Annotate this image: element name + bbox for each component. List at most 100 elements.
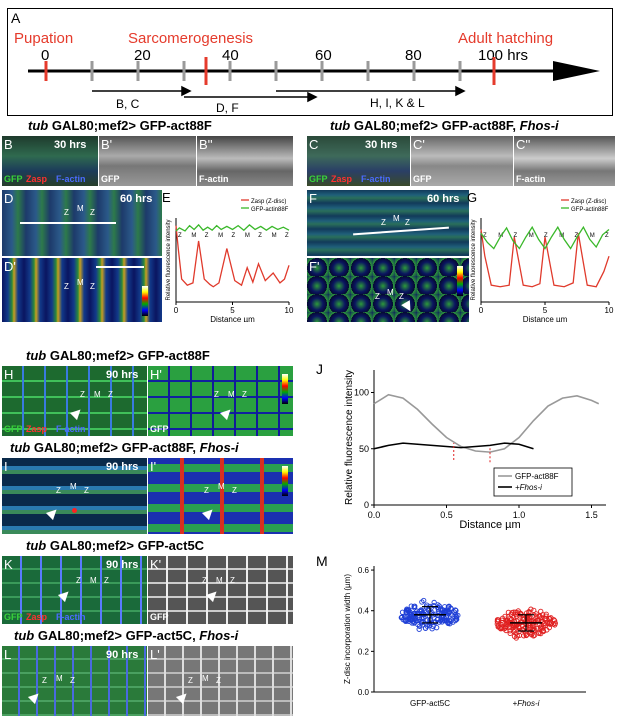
scatter-point	[431, 599, 437, 606]
scatter-point	[530, 633, 537, 639]
panel-h-ch-gfp: GFP	[4, 424, 23, 434]
x-tick-label: 0.5	[440, 510, 453, 520]
red-bands	[148, 458, 293, 534]
mark-m: M	[387, 288, 394, 297]
scatter-point	[507, 630, 513, 637]
series-line-0	[480, 229, 610, 288]
mark-z: Z	[405, 218, 410, 227]
cell-grid	[148, 556, 293, 624]
scatter-point	[419, 599, 425, 605]
panel-b2-label: B''	[199, 137, 213, 152]
mark-z: Z	[64, 208, 69, 217]
band-label: Z	[605, 233, 609, 239]
scatter-point	[516, 623, 522, 630]
scatter-point	[535, 625, 541, 632]
mark-m: M	[216, 576, 223, 585]
scatter-point	[546, 625, 552, 631]
tick-label-20: 20	[134, 47, 151, 64]
scatter-point	[529, 627, 535, 633]
y-axis-label: Relative fluorescence intensity	[471, 219, 477, 300]
scatter-point	[419, 608, 425, 614]
x-tick-label: 1.0	[513, 510, 526, 520]
line-scan-f	[353, 226, 449, 236]
mark-m: M	[228, 390, 235, 399]
scatter-point	[524, 614, 531, 621]
mark-z: Z	[232, 486, 237, 495]
chart-panel-label: J	[316, 361, 323, 377]
band-label: M	[529, 233, 534, 239]
mark-m: M	[94, 390, 101, 399]
panel-l1-image: L' Z M Z	[148, 646, 293, 716]
mark-z: Z	[188, 676, 193, 685]
scatter-point	[407, 609, 413, 615]
panel-c-ch-zasp: Zasp	[331, 174, 353, 184]
title-fhos: Fhos-i	[519, 118, 559, 133]
scatter-point	[497, 622, 503, 628]
panel-d-time: 60 hrs	[120, 193, 153, 205]
title-rest: GAL80;mef2> GFP-act88F,	[30, 440, 200, 455]
heat-dots	[307, 258, 469, 322]
chart-panel-label: E	[162, 190, 171, 205]
panel-i-image: I 90 hrs Z M Z	[2, 458, 147, 534]
scatter-point	[501, 626, 507, 632]
mark-z: Z	[108, 390, 113, 399]
mark-z: Z	[242, 390, 247, 399]
legend-label-1: +Fhos-i	[515, 483, 542, 492]
panel-h-label: H	[4, 367, 14, 382]
panel-c-label: C	[309, 137, 319, 152]
lut-scale-bar	[142, 286, 148, 316]
scatter-point	[436, 603, 442, 609]
cell-grid	[2, 556, 147, 624]
title-rest: GAL80;mef2> GFP-act5C	[46, 538, 205, 553]
arrow-label-df: D, F	[216, 101, 239, 115]
mark-z: Z	[80, 390, 85, 399]
mark-z: Z	[76, 576, 81, 585]
scatter-point	[532, 627, 538, 633]
mark-m: M	[218, 482, 225, 491]
panel-c-ch-factin: F-actin	[361, 174, 391, 184]
band-label: Z	[544, 233, 548, 239]
scatter-point	[408, 603, 414, 609]
timeline-box: A Pupation Sarcomerogenesis Adult hatchi…	[7, 8, 613, 116]
legend-label-1: GFP-actin88F	[571, 207, 609, 213]
mark-z: Z	[90, 208, 95, 217]
mark-z: Z	[214, 390, 219, 399]
title-mid3: tub GAL80;mef2> GFP-act5C	[26, 538, 204, 553]
lut-scale-bar	[282, 466, 288, 496]
panel-f-image: F 60 hrs Z M Z	[307, 190, 469, 256]
mark-m: M	[70, 482, 77, 491]
panel-k1-label: K'	[150, 557, 162, 572]
panel-h1-label: H'	[150, 367, 162, 382]
scatter-point	[508, 611, 514, 617]
band-label: Z	[205, 233, 209, 239]
scatter-point	[453, 608, 459, 614]
x-tick-label: 0	[479, 306, 484, 315]
x-tick-label: 5	[543, 306, 548, 315]
panel-b1-ch: GFP	[101, 174, 120, 184]
band-label: Z	[232, 233, 236, 239]
panel-l-label: L	[4, 647, 12, 662]
panel-c1-ch: GFP	[413, 174, 432, 184]
title-mid1: tub GAL80;mef2> GFP-act88F	[26, 348, 210, 363]
band-label: M	[245, 233, 250, 239]
panel-k-time: 90 hrs	[106, 559, 139, 571]
band-label: M	[218, 233, 223, 239]
stage-adult-hatching: Adult hatching	[458, 30, 554, 47]
tick-label-60: 60	[315, 47, 332, 64]
x-tick-label: 0	[174, 306, 179, 315]
scatter-point	[417, 608, 423, 614]
scatter-point	[507, 628, 513, 634]
title-tub: tub	[28, 118, 49, 133]
band-label: Z	[514, 233, 518, 239]
panel-i1-image: I' Z M Z	[148, 458, 293, 534]
title-rest: GAL80;mef2> GFP-act88F,	[350, 118, 520, 133]
panel-k1-image: K' Z M Z GFP	[148, 556, 293, 624]
band-label: Z	[258, 233, 262, 239]
mark-z: Z	[84, 486, 89, 495]
panel-b2-image: B'' F-actin	[197, 136, 293, 186]
scatter-point	[514, 610, 521, 616]
mark-z: Z	[399, 292, 404, 301]
panel-l1-label: L'	[150, 647, 160, 662]
scatter-point	[419, 618, 425, 624]
scatter-point	[514, 633, 520, 639]
